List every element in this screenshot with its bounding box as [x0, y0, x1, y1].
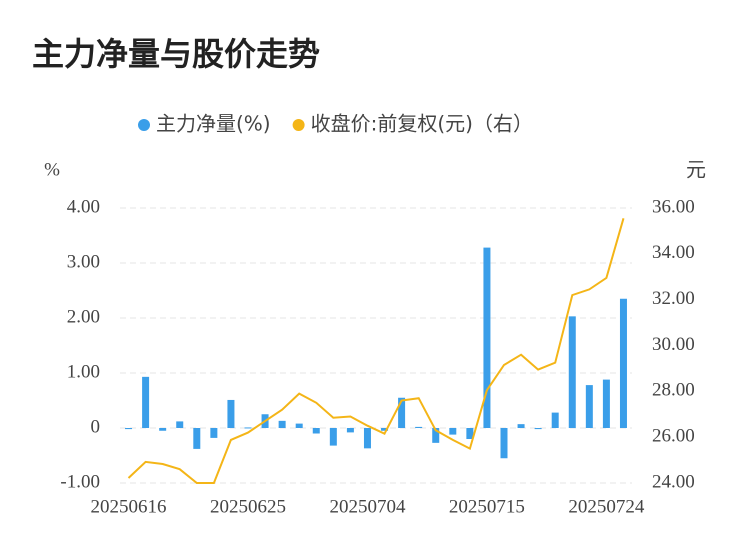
bar: [142, 376, 150, 428]
bar: [176, 421, 184, 428]
bar: [295, 423, 303, 428]
bar: [568, 316, 576, 428]
y2-tick-label: 34.00: [652, 242, 695, 263]
bar: [312, 428, 320, 434]
bar: [278, 420, 286, 428]
y-tick-label: 4.00: [67, 196, 100, 217]
y2-tick-label: 28.00: [652, 380, 695, 401]
bar: [517, 424, 525, 428]
chart-title: 主力净量与股价走势: [32, 35, 320, 73]
y-tick-label: 2.00: [67, 306, 100, 327]
y-axis-label: %: [44, 159, 60, 180]
x-tick-label: 20250616: [91, 496, 167, 517]
x-tick-label: 20250715: [449, 496, 525, 517]
bar: [534, 428, 542, 430]
y-tick-label: -1.00: [60, 471, 100, 492]
bar: [159, 428, 167, 431]
y-tick-label: 3.00: [67, 251, 100, 272]
y-tick-label: 1.00: [67, 361, 100, 382]
bar: [398, 397, 406, 428]
bar: [602, 379, 610, 428]
legend-marker: [138, 119, 150, 131]
y2-tick-label: 26.00: [652, 426, 695, 447]
bar: [449, 428, 457, 435]
y2-tick-label: 36.00: [652, 196, 695, 217]
bar: [619, 298, 627, 428]
bar: [329, 428, 337, 446]
x-tick-label: 20250625: [210, 496, 286, 517]
legend-label: 主力净量(%): [156, 112, 271, 136]
bar: [483, 247, 491, 428]
bar: [227, 399, 235, 428]
bar: [244, 427, 252, 429]
bar: [346, 428, 354, 433]
bar: [363, 428, 371, 449]
bar: [432, 428, 440, 443]
bar: [125, 428, 133, 430]
y-tick-label: 0: [91, 416, 101, 437]
x-tick-label: 20250724: [568, 496, 645, 517]
x-tick-label: 20250704: [329, 496, 406, 517]
bar: [500, 428, 508, 459]
y2-axis-label: 元: [686, 158, 706, 182]
bar: [210, 428, 218, 438]
price-line: [127, 218, 625, 484]
legend-marker: [292, 119, 305, 131]
bar: [415, 426, 423, 428]
legend-label: 收盘价:前复权(元)（右）: [311, 112, 533, 136]
bar: [551, 412, 559, 428]
y2-tick-label: 24.00: [652, 471, 695, 492]
bar: [585, 385, 593, 428]
bar: [381, 428, 389, 431]
bar: [466, 428, 474, 439]
y2-tick-label: 32.00: [652, 288, 695, 309]
y2-tick-label: 30.00: [652, 334, 695, 355]
bar: [193, 428, 201, 449]
